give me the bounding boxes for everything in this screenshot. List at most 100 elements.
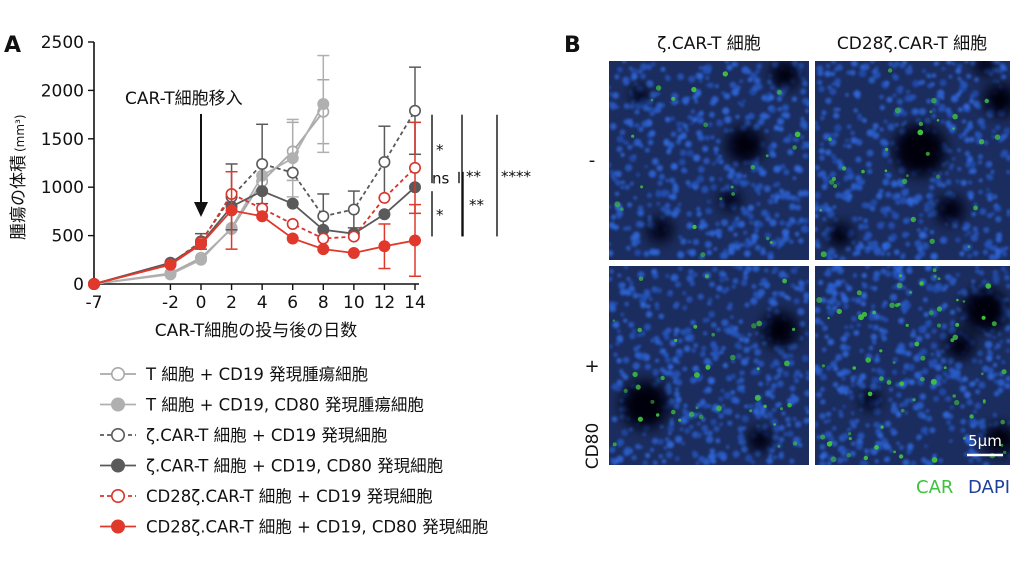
data-point xyxy=(317,97,330,110)
annotation-text: CAR-T細胞移入 xyxy=(125,89,243,109)
y-axis-title: 腫瘍の体積 (mm³) xyxy=(9,114,29,240)
car-signal xyxy=(612,274,798,448)
car-signal xyxy=(816,268,1007,463)
car-signal xyxy=(819,68,1001,258)
legend-label: ζ.CAR-T 細胞 + CD19 発現細胞 xyxy=(146,426,387,445)
panel-b-label: B xyxy=(564,33,581,58)
data-point xyxy=(378,156,391,169)
row-label-minus: - xyxy=(589,150,596,171)
data-point xyxy=(317,243,330,256)
tissue-voids xyxy=(621,312,798,452)
x-tick-label: 12 xyxy=(374,293,396,313)
car-signal xyxy=(614,71,801,258)
legend-marker xyxy=(111,519,126,534)
series-5 xyxy=(88,121,421,290)
significance-label: ** xyxy=(466,168,482,186)
stain-car-label: CAR xyxy=(916,477,953,498)
y-axis-unit: (mm³) xyxy=(13,114,27,152)
chart-axes xyxy=(93,42,419,285)
data-point xyxy=(195,238,208,251)
data-point xyxy=(195,253,208,266)
data-point xyxy=(225,204,238,217)
legend-item: CD28ζ.CAR-T 細胞 + CD19, CD80 発現細胞 xyxy=(100,518,488,537)
data-point xyxy=(286,197,299,210)
x-tick-label: 2 xyxy=(226,293,237,313)
scale-bar-label: 5μm xyxy=(968,432,1002,450)
y-tick-label: 1000 xyxy=(41,178,84,198)
legend-label: ζ.CAR-T 細胞 + CD19, CD80 発現細胞 xyxy=(146,457,443,476)
x-tick-label: 4 xyxy=(257,293,268,313)
data-point xyxy=(164,268,177,281)
microscopy-panel-1 xyxy=(609,61,809,260)
microscopy-panel-2 xyxy=(815,61,1010,260)
data-point xyxy=(408,234,421,247)
y-tick-label: 500 xyxy=(52,227,84,247)
series-line xyxy=(93,103,325,285)
dapi-nuclei xyxy=(815,266,1010,465)
data-point xyxy=(256,185,269,198)
scale-bar: 5μm xyxy=(967,432,1003,457)
legend-marker xyxy=(111,427,126,442)
x-tick-label: 8 xyxy=(318,293,329,313)
col-header-zeta: ζ.CAR-T 細胞 xyxy=(657,34,761,54)
tissue-voids xyxy=(631,61,799,242)
chart-series xyxy=(88,54,421,290)
row-label-plus: + xyxy=(584,356,599,377)
row-group-cd80: CD80 xyxy=(583,423,603,470)
data-point xyxy=(317,210,330,223)
legend-item: T 細胞 + CD19 発現腫瘍細胞 xyxy=(100,365,368,384)
data-point xyxy=(286,217,299,230)
legend-label: T 細胞 + CD19, CD80 発現腫瘍細胞 xyxy=(145,396,424,415)
data-point xyxy=(286,152,299,165)
series-line xyxy=(93,111,324,285)
microscopy-grid xyxy=(609,61,1010,465)
significance-label: ns xyxy=(432,170,450,188)
data-point xyxy=(378,208,391,221)
x-tick-label: 14 xyxy=(404,293,426,313)
y-tick-label: 2000 xyxy=(41,81,84,101)
data-point xyxy=(88,277,101,290)
legend-marker xyxy=(111,458,126,473)
data-point xyxy=(347,247,360,260)
data-point xyxy=(378,191,391,204)
data-point xyxy=(347,203,360,216)
series-line xyxy=(93,209,416,285)
legend-item: ζ.CAR-T 細胞 + CD19 発現細胞 xyxy=(100,426,387,445)
significance-brackets: ***ns******* xyxy=(431,114,532,237)
data-point xyxy=(347,230,360,243)
x-axis-title: CAR-T細胞の投与後の日数 xyxy=(155,321,358,341)
annotation-arrow-head xyxy=(194,202,208,217)
tissue-voids xyxy=(828,61,1010,247)
y-axis-title-text: 腫瘍の体積 xyxy=(9,155,29,240)
legend-label: CD28ζ.CAR-T 細胞 + CD19 発現細胞 xyxy=(146,487,433,506)
microscopy-panel-4 xyxy=(815,266,1010,465)
x-tick-label: 0 xyxy=(196,293,207,313)
significance-label: **** xyxy=(501,168,532,186)
legend-marker xyxy=(111,366,126,381)
data-point xyxy=(286,166,299,179)
data-point xyxy=(164,258,177,271)
col-header-cd28zeta: CD28ζ.CAR-T 細胞 xyxy=(837,34,987,54)
significance-label: * xyxy=(436,206,444,224)
data-point xyxy=(408,161,421,174)
legend: T 細胞 + CD19 発現腫瘍細胞 T 細胞 + CD19, CD80 発現腫瘍… xyxy=(100,365,488,537)
legend-item: CD28ζ.CAR-T 細胞 + CD19 発現細胞 xyxy=(100,487,433,506)
x-tick-label: 10 xyxy=(343,293,365,313)
significance-label: * xyxy=(436,141,444,159)
x-tick-label: -7 xyxy=(86,293,103,313)
data-point xyxy=(378,240,391,253)
data-point xyxy=(256,210,269,223)
series-line xyxy=(93,186,416,285)
legend-label: T 細胞 + CD19 発現腫瘍細胞 xyxy=(145,365,368,384)
cart-transfer-annotation: CAR-T細胞移入 xyxy=(125,89,243,217)
series-line xyxy=(93,167,416,285)
legend-label: CD28ζ.CAR-T 細胞 + CD19, CD80 発現細胞 xyxy=(146,518,488,537)
stain-dapi-label: DAPI xyxy=(968,477,1010,498)
series-6 xyxy=(88,170,421,290)
y-tick-label: 0 xyxy=(73,275,84,295)
y-tick-label: 2500 xyxy=(41,33,84,53)
data-point xyxy=(286,232,299,245)
data-point xyxy=(256,157,269,170)
legend-item: T 細胞 + CD19, CD80 発現腫瘍細胞 xyxy=(100,396,424,415)
x-tick-label: -2 xyxy=(162,293,179,313)
